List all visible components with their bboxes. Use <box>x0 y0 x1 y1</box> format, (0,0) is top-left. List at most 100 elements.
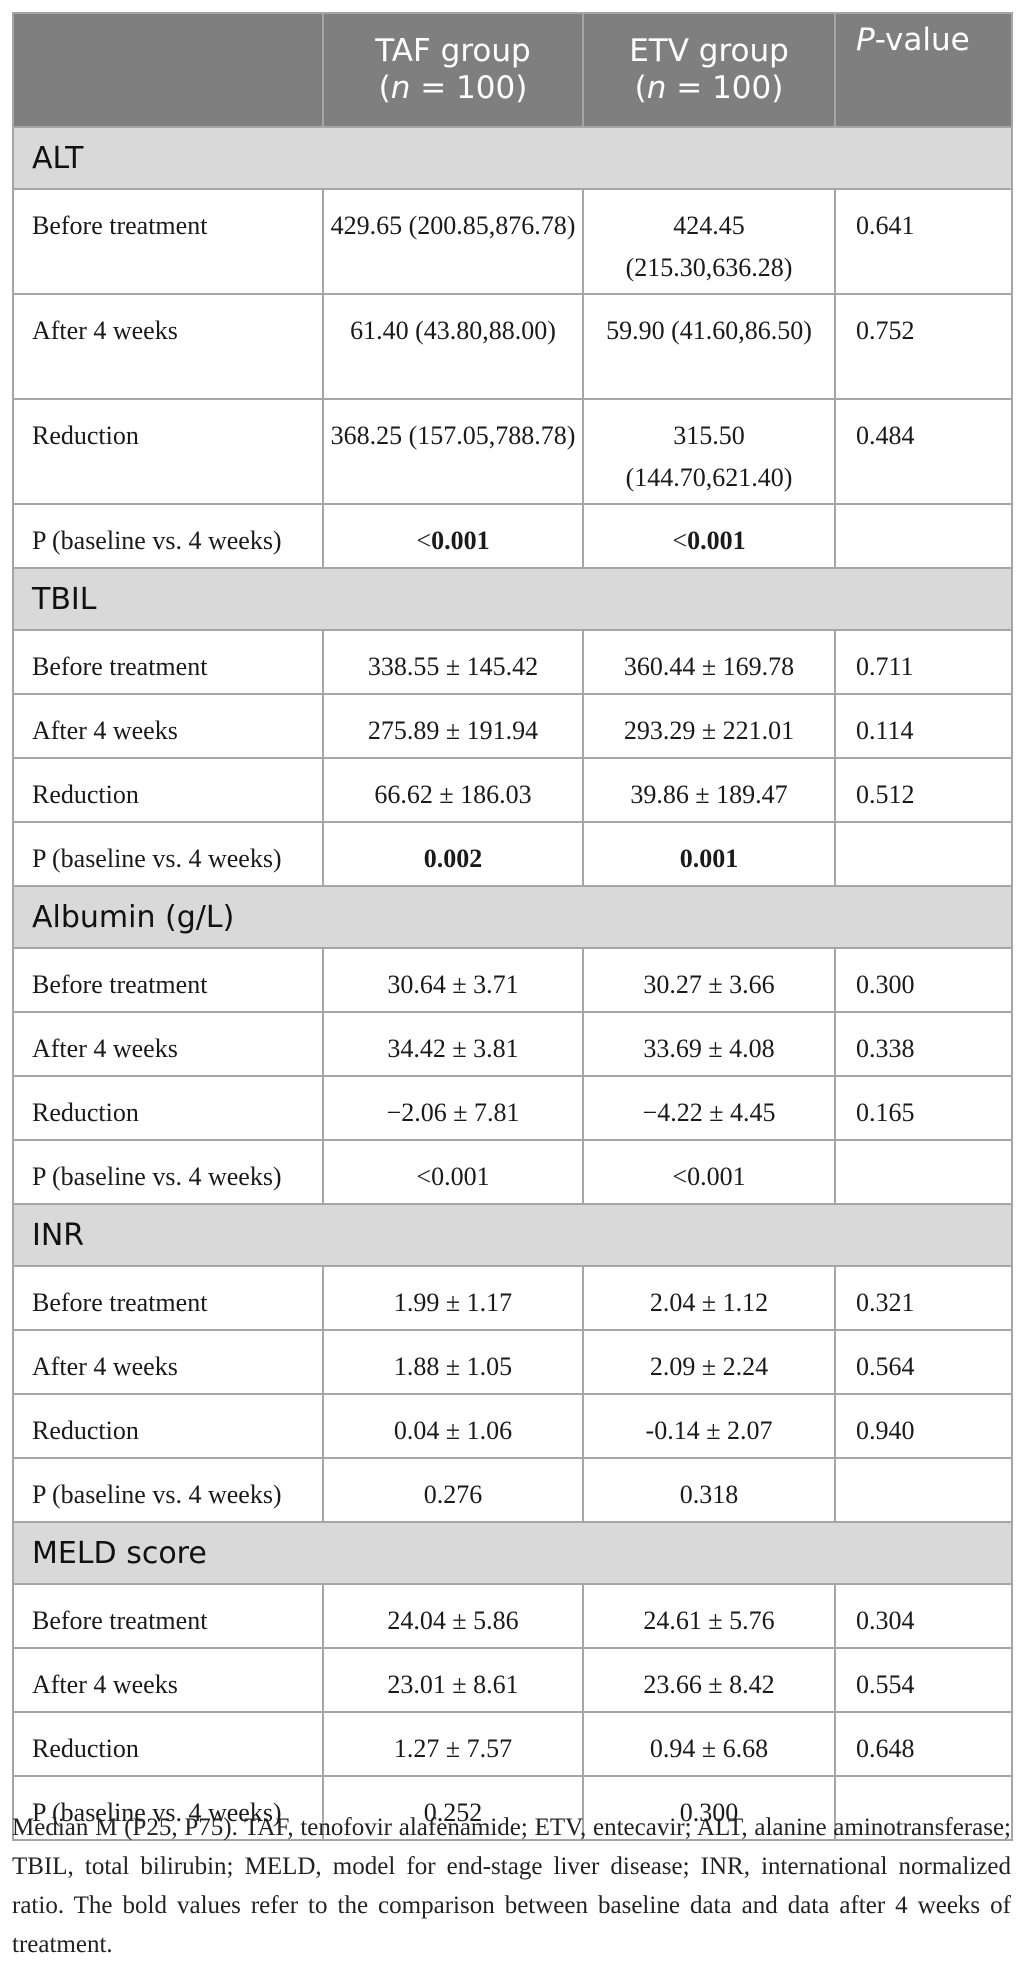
row-label: After 4 weeks <box>12 1647 324 1713</box>
table-row: Reduction 368.25 (157.05,788.78) 315.50 (1… <box>12 398 1013 505</box>
p-value-cell: 0.484 <box>834 398 1013 505</box>
section-title: TBIL <box>12 567 1013 631</box>
etv-value-cell: 0.94 ± 6.68 <box>582 1711 836 1777</box>
row-label: P (baseline vs. 4 weeks) <box>12 1457 324 1523</box>
table-row: After 4 weeks 34.42 ± 3.81 33.69 ± 4.08 0.3… <box>12 1011 1013 1077</box>
taf-value-cell: 66.62 ± 186.03 <box>322 757 584 823</box>
etv-value-cell-prefix: < <box>672 526 688 555</box>
header-etv-title: ETV group <box>629 33 789 69</box>
taf-value-cell: 23.01 ± 8.61 <box>322 1647 584 1713</box>
row-label: Reduction <box>12 398 324 505</box>
taf-value-cell: 30.64 ± 3.71 <box>322 947 584 1013</box>
row-label: P (baseline vs. 4 weeks) <box>12 1775 324 1841</box>
table-row: Before treatment 338.55 ± 145.42 360.44 ± … <box>12 629 1013 695</box>
etv-value-cell-bold: 0.001 <box>687 526 746 555</box>
taf-value-cell: 429.65 (200.85,876.78) <box>322 188 584 295</box>
etv-value-cell: 2.09 ± 2.24 <box>582 1329 836 1395</box>
etv-value-cell: −4.22 ± 4.45 <box>582 1075 836 1141</box>
etv-value-cell: 0.318 <box>582 1457 836 1523</box>
etv-value-cell: <0.001 <box>582 503 836 569</box>
section-header-row: TBIL <box>12 567 1013 631</box>
etv-value-cell: 2.04 ± 1.12 <box>582 1265 836 1331</box>
row-label: Reduction <box>12 1711 324 1777</box>
p-value-cell <box>834 821 1013 887</box>
p-value-cell: 0.641 <box>834 188 1013 295</box>
taf-value-cell: 24.04 ± 5.86 <box>322 1583 584 1649</box>
taf-value-cell: −2.06 ± 7.81 <box>322 1075 584 1141</box>
etv-value-cell: 360.44 ± 169.78 <box>582 629 836 695</box>
header-taf-n-symbol: n <box>390 70 411 106</box>
header-empty-cell <box>12 12 324 128</box>
table-row: Reduction 1.27 ± 7.57 0.94 ± 6.68 0.648 <box>12 1711 1013 1777</box>
taf-value-cell: 368.25 (157.05,788.78) <box>322 398 584 505</box>
taf-value-cell: <0.001 <box>322 503 584 569</box>
row-label: After 4 weeks <box>12 693 324 759</box>
section-header-row: MELD score <box>12 1521 1013 1585</box>
header-p-value: P-value <box>834 12 1013 128</box>
etv-value-cell-bold: 0.001 <box>679 844 739 873</box>
table-row: P (baseline vs. 4 weeks) 0.252 0.300 <box>12 1775 1013 1841</box>
table-footnote: Median M (P25, P75). TAF, tenofovir alaf… <box>12 1814 1011 1958</box>
row-label: Before treatment <box>12 947 324 1013</box>
p-value-cell <box>834 1457 1013 1523</box>
p-value-cell: 0.338 <box>834 1011 1013 1077</box>
section-title: Albumin (g/L) <box>12 885 1013 949</box>
header-p-symbol: P <box>856 22 875 58</box>
section-header-row: Albumin (g/L) <box>12 885 1013 949</box>
taf-value-cell: 1.27 ± 7.57 <box>322 1711 584 1777</box>
header-etv-n-value: = 100) <box>666 70 784 106</box>
header-taf-group: TAF group (n = 100) <box>322 12 584 128</box>
taf-value-cell: 1.88 ± 1.05 <box>322 1329 584 1395</box>
table-body: ALT Before treatment 429.65 (200.85,876.78… <box>12 126 1013 1841</box>
etv-value-cell: 30.27 ± 3.66 <box>582 947 836 1013</box>
section-title: MELD score <box>12 1521 1013 1585</box>
etv-value-cell: 0.001 <box>582 821 836 887</box>
row-label: P (baseline vs. 4 weeks) <box>12 821 324 887</box>
section-header-row: ALT <box>12 126 1013 190</box>
header-taf-n-value: = 100) <box>410 70 528 106</box>
header-etv-n-symbol: n <box>646 70 667 106</box>
row-label: After 4 weeks <box>12 1329 324 1395</box>
row-label: Reduction <box>12 1393 324 1459</box>
p-value-cell: 0.752 <box>834 293 1013 400</box>
table-row: P (baseline vs. 4 weeks) 0.276 0.318 <box>12 1457 1013 1523</box>
row-label: After 4 weeks <box>12 293 324 400</box>
etv-value-cell: -0.14 ± 2.07 <box>582 1393 836 1459</box>
p-value-cell: 0.554 <box>834 1647 1013 1713</box>
etv-value-cell: 424.45 (215.30,636.28) <box>582 188 836 295</box>
taf-value-cell: 275.89 ± 191.94 <box>322 693 584 759</box>
taf-value-cell-bold: 0.002 <box>423 844 483 873</box>
table-row: Before treatment 1.99 ± 1.17 2.04 ± 1.12 0.… <box>12 1265 1013 1331</box>
etv-value-cell: 0.300 <box>582 1775 836 1841</box>
table-row: After 4 weeks 61.40 (43.80,88.00) 59.90 (4… <box>12 293 1013 400</box>
taf-value-cell-prefix: < <box>416 526 432 555</box>
section-header-row: INR <box>12 1203 1013 1267</box>
p-value-cell: 0.711 <box>834 629 1013 695</box>
taf-value-cell: 338.55 ± 145.42 <box>322 629 584 695</box>
table-row: After 4 weeks 23.01 ± 8.61 23.66 ± 8.42 0.5… <box>12 1647 1013 1713</box>
p-value-cell: 0.165 <box>834 1075 1013 1141</box>
row-label: After 4 weeks <box>12 1011 324 1077</box>
row-label: Before treatment <box>12 629 324 695</box>
section-title: ALT <box>12 126 1013 190</box>
row-label: Before treatment <box>12 1265 324 1331</box>
taf-value-cell: 34.42 ± 3.81 <box>322 1011 584 1077</box>
taf-value-cell: 1.99 ± 1.17 <box>322 1265 584 1331</box>
taf-value-cell-bold: 0.001 <box>431 526 490 555</box>
results-table: TAF group (n = 100) ETV group (n = 100) … <box>12 12 1013 1841</box>
header-taf-title: TAF group <box>375 33 531 69</box>
p-value-cell: 0.304 <box>834 1583 1013 1649</box>
row-label: P (baseline vs. 4 weeks) <box>12 503 324 569</box>
p-value-cell: 0.564 <box>834 1329 1013 1395</box>
row-label: Before treatment <box>12 1583 324 1649</box>
table-row: Reduction −2.06 ± 7.81 −4.22 ± 4.45 0.165 <box>12 1075 1013 1141</box>
table-row: Reduction 66.62 ± 186.03 39.86 ± 189.47 0.5… <box>12 757 1013 823</box>
taf-value-cell: 0.002 <box>322 821 584 887</box>
table-row: Before treatment 30.64 ± 3.71 30.27 ± 3.66… <box>12 947 1013 1013</box>
table-row: After 4 weeks 275.89 ± 191.94 293.29 ± 221… <box>12 693 1013 759</box>
results-table-container: TAF group (n = 100) ETV group (n = 100) … <box>12 12 1013 1841</box>
table-row: P (baseline vs. 4 weeks) <0.001 <0.001 <box>12 503 1013 569</box>
header-etv-group: ETV group (n = 100) <box>582 12 836 128</box>
taf-value-cell: <0.001 <box>322 1139 584 1205</box>
taf-value-cell: 0.276 <box>322 1457 584 1523</box>
